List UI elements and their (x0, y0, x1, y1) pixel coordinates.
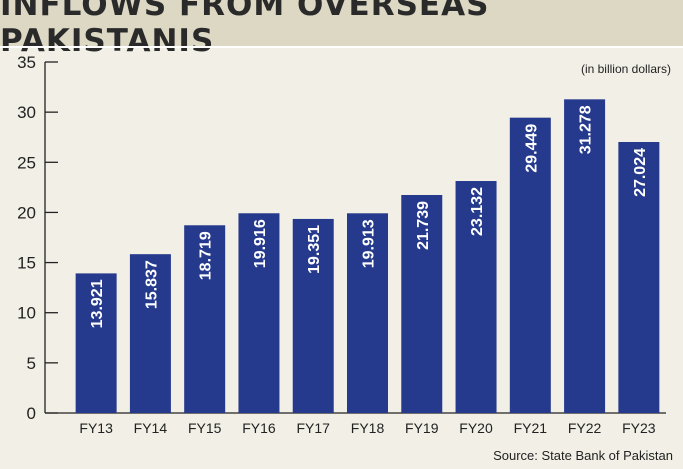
chart-bars: 13.921 FY13 15.837 FY14 18.719 FY15 19.916 FY16… (75, 99, 660, 436)
x-tick-label: FY18 (351, 420, 385, 436)
x-tick-label: FY21 (514, 420, 548, 436)
y-tick-label: 15 (17, 254, 36, 273)
x-tick-label: FY22 (568, 420, 602, 436)
bar (292, 218, 334, 413)
bar (509, 117, 551, 413)
bar (129, 254, 171, 413)
bar-value-label: 29.449 (523, 124, 540, 173)
bar-value-label: 19.913 (361, 219, 378, 268)
y-tick-label: 0 (27, 404, 36, 423)
bar-value-label: 21.739 (415, 201, 432, 250)
bar (75, 273, 117, 413)
bar-value-label: 15.837 (143, 260, 160, 309)
y-tick-label: 30 (17, 103, 36, 122)
chart-axes: 0 5 10 15 20 25 30 35 (17, 53, 666, 423)
unit-note: (in billion dollars) (580, 62, 671, 76)
x-tick-label: FY23 (622, 420, 656, 436)
bar (184, 225, 226, 413)
x-tick-label: FY19 (405, 420, 439, 436)
x-tick-label: FY20 (459, 420, 493, 436)
y-tick-label: 10 (17, 304, 36, 323)
bar-value-label: 19.916 (252, 219, 269, 268)
bar-value-label: 23.132 (469, 187, 486, 236)
x-tick-label: FY16 (242, 420, 276, 436)
x-tick-label: FY15 (188, 420, 222, 436)
y-tick-label: 20 (17, 203, 36, 222)
source-note: Source: State Bank of Pakistan (493, 448, 673, 463)
x-tick-label: FY14 (134, 420, 168, 436)
chart-title: INFLOWS FROM OVERSEAS PAKISTANIS (0, 0, 490, 59)
y-tick-label: 35 (17, 53, 36, 72)
chart-title-bar: INFLOWS FROM OVERSEAS PAKISTANIS (0, 0, 683, 59)
bar-value-label: 19.351 (306, 225, 323, 274)
y-tick-label: 25 (17, 153, 36, 172)
bar (347, 213, 388, 413)
bar (455, 181, 497, 413)
bar (564, 99, 606, 413)
x-tick-label: FY17 (296, 420, 330, 436)
title-divider (0, 46, 683, 48)
bar (618, 141, 660, 413)
y-tick-label: 5 (27, 354, 36, 373)
bar (401, 194, 443, 413)
bar-value-label: 18.719 (198, 231, 215, 280)
bar-value-label: 13.921 (89, 279, 106, 328)
bar-value-label: 27.024 (632, 148, 649, 197)
bar-value-label: 31.278 (578, 105, 595, 154)
x-tick-label: FY13 (79, 420, 113, 436)
bar (238, 213, 280, 413)
